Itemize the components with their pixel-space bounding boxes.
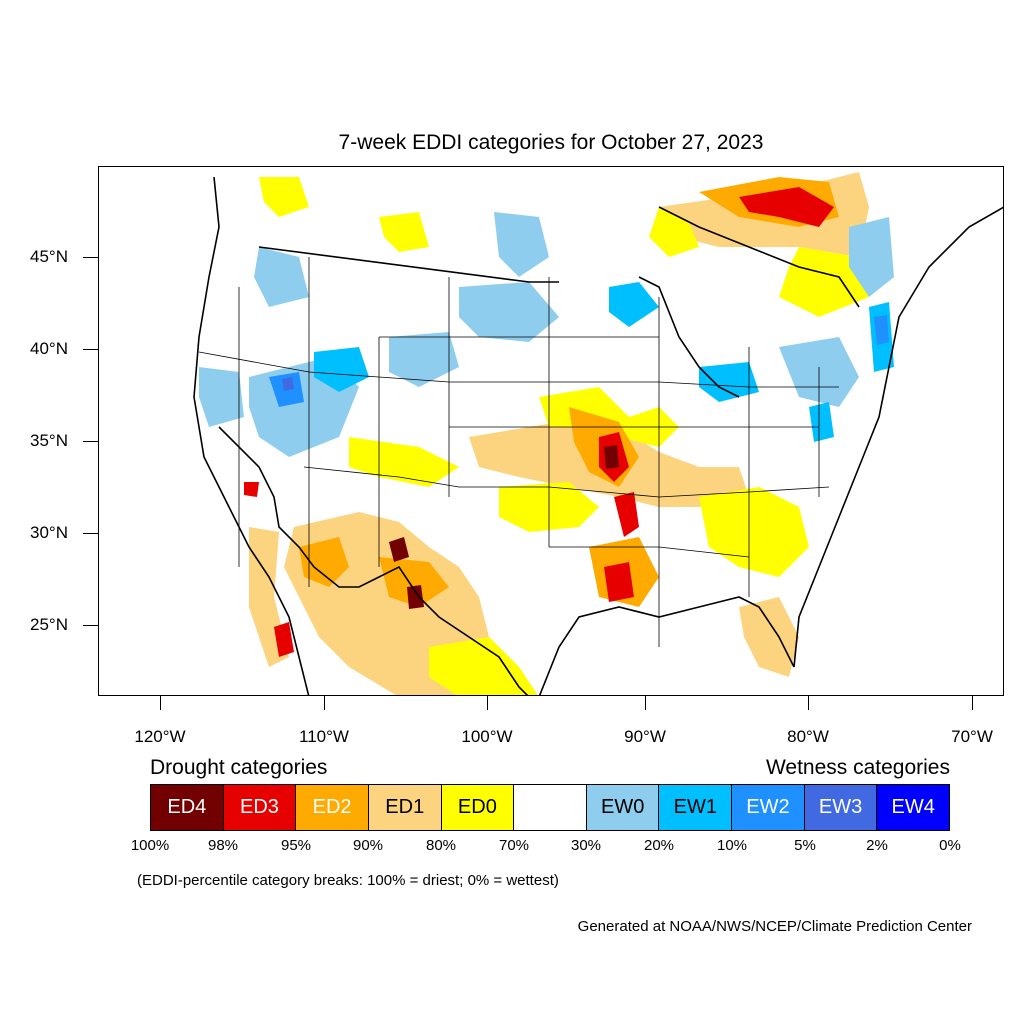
pct-label: 0% (939, 837, 961, 854)
lon-tick (324, 696, 325, 710)
pct-label: 70% (498, 837, 530, 854)
legend-box-ed4: ED4 (151, 785, 224, 830)
pct-label: 100% (130, 837, 170, 854)
legend-box-normal (514, 785, 587, 830)
ed1-regions (249, 172, 869, 695)
lat-tick (83, 441, 98, 442)
legend-box-ed0: ED0 (441, 785, 515, 830)
lon-label-70w: 70°W (951, 727, 993, 746)
boundaries (193, 176, 1003, 695)
lon-tick (645, 696, 646, 710)
pct-label: 90% (352, 837, 384, 854)
drought-heading: Drought categories (150, 756, 328, 779)
lon-tick (972, 696, 973, 710)
ed0-regions (259, 177, 869, 695)
credit-line: Generated at NOAA/NWS/NCEP/Climate Predi… (577, 918, 972, 935)
legend-box-ew3: EW3 (804, 785, 878, 830)
lon-label-110w: 110°W (299, 727, 349, 746)
legend-box-ed2: ED2 (296, 785, 369, 830)
pct-label: 95% (280, 837, 312, 854)
eddi-map (193, 172, 1003, 695)
lon-tick (487, 696, 488, 710)
lon-tick (160, 696, 161, 710)
lat-tick (83, 349, 98, 350)
state-boundaries (198, 257, 839, 647)
ew0-regions (199, 212, 894, 457)
pct-label: 30% (570, 837, 602, 854)
lat-label-45: 45°N (30, 247, 68, 266)
map-title: 7-week EDDI categories for October 27, 2… (338, 131, 764, 154)
pct-label: 10% (716, 837, 748, 854)
lat-label-40: 40°N (30, 339, 68, 358)
lon-label-120w: 120°W (134, 727, 186, 746)
lat-tick (83, 625, 98, 626)
lon-tick (808, 696, 809, 710)
ed4-regions (389, 445, 619, 609)
lat-tick (83, 257, 98, 258)
lon-label-100w: 100°W (461, 727, 513, 746)
lat-label-30: 30°N (30, 523, 68, 542)
pct-label: 2% (866, 837, 888, 854)
pct-label: 98% (207, 837, 239, 854)
legend-box-ew2: EW2 (732, 785, 805, 830)
pct-label: 20% (643, 837, 675, 854)
wetness-heading: Wetness categories (765, 756, 950, 779)
lon-label-90w: 90°W (624, 727, 666, 746)
pct-label: 80% (425, 837, 457, 854)
legend-box-ed1: ED1 (368, 785, 442, 830)
lat-label-25: 25°N (30, 615, 68, 634)
legend-box-ew1: EW1 (659, 785, 733, 830)
pct-label: 5% (794, 837, 816, 854)
lon-label-80w: 80°W (787, 727, 829, 746)
lat-tick (83, 533, 98, 534)
percentile-note: (EDDI-percentile category breaks: 100% =… (137, 872, 559, 889)
legend-box-ed3: ED3 (223, 785, 297, 830)
ew3-regions (282, 377, 294, 391)
legend-box-ew4: EW4 (877, 785, 950, 830)
category-legend: ED4 ED3 ED2 ED1 ED0 EW0 EW1 EW2 EW3 EW4 (150, 784, 950, 831)
legend-box-ew0: EW0 (586, 785, 660, 830)
lat-label-35: 35°N (30, 431, 68, 450)
map-panel (98, 166, 1004, 696)
